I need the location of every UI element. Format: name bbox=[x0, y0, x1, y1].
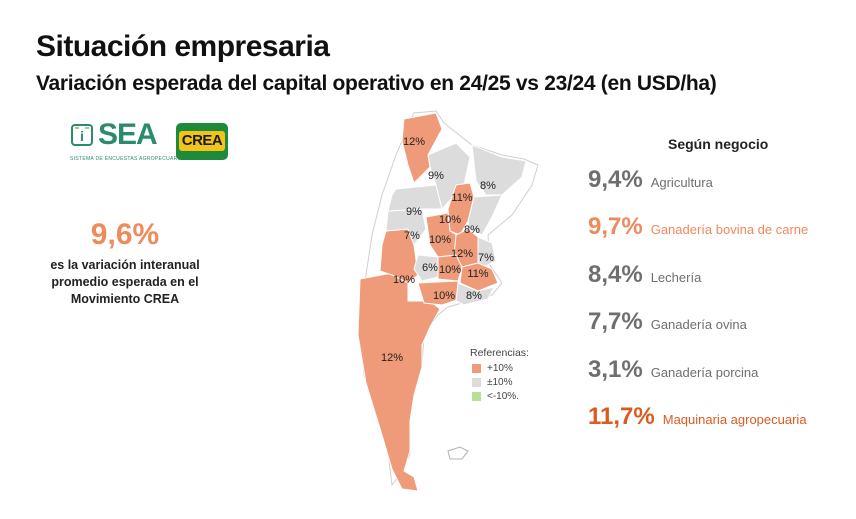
map-region-label: 9% bbox=[428, 170, 444, 182]
business-row-agricultura: 9,4% Agricultura bbox=[588, 166, 713, 194]
crea-logo: CREA bbox=[176, 123, 228, 160]
crea-logo-word: CREA bbox=[179, 131, 225, 151]
page-subtitle: Variación esperada del capital operativo… bbox=[36, 72, 717, 95]
map-islands bbox=[447, 446, 469, 460]
sea-logo-icon: i bbox=[71, 124, 93, 146]
map-region-label: 6% bbox=[422, 262, 438, 274]
business-value: 9,7% bbox=[588, 213, 643, 240]
map-region-ba-south bbox=[455, 282, 495, 306]
legend-item: ±10% bbox=[472, 375, 529, 389]
sea-logo: i SEA SISTEMA DE ENCUESTAS AGROPECUARIAS bbox=[70, 118, 186, 168]
sea-logo-word: SEA bbox=[98, 118, 158, 151]
map-region-litoral bbox=[467, 194, 503, 236]
business-row-ganaderia-bovina: 9,7% Ganadería bovina de carne bbox=[588, 213, 808, 241]
business-label: Lechería bbox=[650, 270, 702, 285]
map-region-label: 12% bbox=[403, 136, 425, 148]
map-region-entre-rios bbox=[477, 236, 497, 268]
business-row-ganaderia-porcina: 3,1% Ganadería porcina bbox=[588, 356, 758, 384]
business-value: 8,4% bbox=[588, 261, 643, 288]
map-region-patagonia bbox=[357, 272, 441, 492]
business-row-maquinaria: 11,7% Maquinaria agropecuaria bbox=[588, 403, 807, 431]
business-row-lecheria: 8,4% Lechería bbox=[588, 261, 701, 289]
legend-label-decrease: <-10%. bbox=[487, 390, 519, 402]
business-label: Ganadería porcina bbox=[650, 365, 759, 380]
legend-swatch-decrease bbox=[472, 391, 481, 401]
map-region-centre-lower bbox=[437, 254, 463, 282]
map-region-label: 7% bbox=[478, 252, 494, 264]
business-row-ganaderia-ovina: 7,7% Ganadería ovina bbox=[588, 308, 747, 336]
map-region-label: 8% bbox=[480, 180, 496, 192]
map-region-label: 10% bbox=[439, 264, 461, 276]
legend-swatch-increase bbox=[472, 363, 481, 373]
map-region-ba-west bbox=[417, 280, 461, 306]
svg-text:i: i bbox=[80, 128, 84, 144]
summary-value: 9,6% bbox=[90, 218, 160, 251]
map-region-label: 10% bbox=[439, 214, 461, 226]
legend-item: +10% bbox=[472, 361, 529, 375]
map-region-nea bbox=[471, 144, 527, 196]
legend-label-stable: ±10% bbox=[487, 376, 513, 388]
map-region-ba-north bbox=[459, 262, 499, 292]
legend-title: Referencias: bbox=[470, 347, 529, 359]
business-value: 11,7% bbox=[588, 403, 655, 430]
business-value: 9,4% bbox=[588, 166, 643, 193]
map-region-centre-small bbox=[413, 254, 439, 282]
business-label: Ganadería bovina de carne bbox=[650, 222, 809, 237]
map-region-label: 10% bbox=[429, 234, 451, 246]
summary-description: es la variación interanual promedio espe… bbox=[50, 258, 200, 306]
map-region-label: 9% bbox=[406, 206, 422, 218]
business-value: 3,1% bbox=[588, 356, 643, 383]
legend-label-increase: +10% bbox=[487, 362, 513, 374]
map-region-label: 11% bbox=[467, 268, 488, 280]
business-value: 7,7% bbox=[588, 308, 643, 335]
page-title: Situación empresaria bbox=[36, 30, 330, 63]
sea-logo-tagline: SISTEMA DE ENCUESTAS AGROPECUARIAS bbox=[70, 156, 187, 162]
legend-item: <-10%. bbox=[472, 389, 529, 403]
business-label: Maquinaria agropecuaria bbox=[662, 412, 807, 427]
map-region-label: 10% bbox=[433, 290, 455, 302]
map-region-label: 12% bbox=[451, 248, 473, 260]
map-region-label: 11% bbox=[451, 192, 472, 204]
map-region-label: 7% bbox=[404, 230, 420, 242]
map-region-puna bbox=[401, 112, 443, 184]
business-label: Ganadería ovina bbox=[650, 317, 747, 332]
business-section-title: Según negocio bbox=[668, 136, 769, 152]
map-legend: Referencias: +10% ±10% <-10%. bbox=[470, 347, 529, 403]
business-label: Agricultura bbox=[650, 175, 713, 190]
argentina-map: 12%9%8%11%9%10%8%7% 10%12% 7%6% 10% 11%10%10… bbox=[357, 110, 539, 492]
map-region-label: 12% bbox=[381, 352, 403, 364]
map-region-label: 8% bbox=[466, 290, 482, 302]
legend-swatch-stable bbox=[472, 377, 481, 387]
map-region-label: 8% bbox=[464, 224, 480, 236]
map-region-label: 10% bbox=[393, 274, 415, 286]
